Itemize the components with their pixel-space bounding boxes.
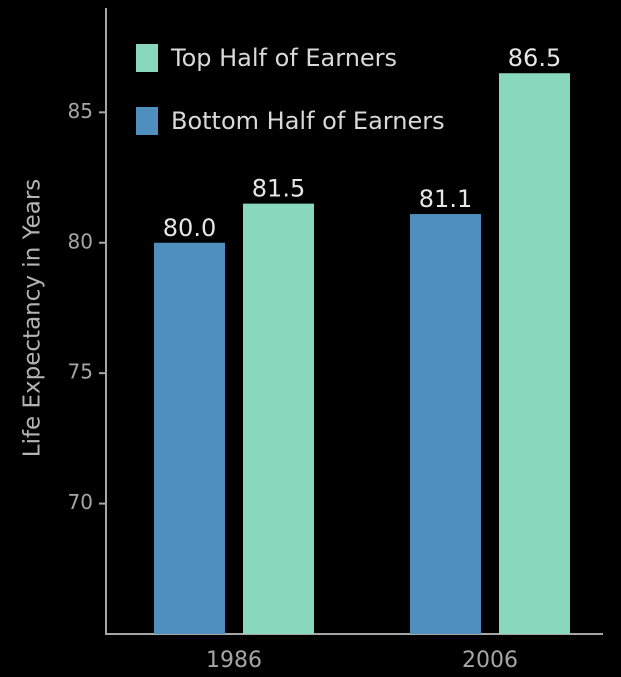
bar-value-label: 81.5 bbox=[252, 175, 305, 203]
legend-swatch bbox=[136, 107, 158, 135]
bar bbox=[499, 73, 570, 635]
bar-value-label: 80.0 bbox=[163, 214, 216, 242]
legend-swatch bbox=[136, 44, 158, 72]
bar bbox=[410, 214, 481, 634]
legend-label: Bottom Half of Earners bbox=[171, 107, 445, 135]
bar bbox=[154, 242, 225, 634]
legend: Top Half of Earners Bottom Half of Earner… bbox=[136, 44, 445, 135]
y-tick-label: 85 bbox=[68, 99, 93, 123]
y-axis-title: Life Expectancy in Years bbox=[20, 179, 46, 458]
bar bbox=[243, 203, 314, 634]
y-tick-label: 70 bbox=[68, 490, 93, 514]
bar-value-label: 86.5 bbox=[508, 44, 561, 72]
x-category-label: 2006 bbox=[462, 648, 518, 673]
y-tick-label: 80 bbox=[68, 229, 93, 253]
y-tick-label: 75 bbox=[68, 360, 93, 384]
x-category-label: 1986 bbox=[206, 648, 262, 673]
plot-area: 70 75 80 85 80.0 81.5 1986 81.1 86.5 2006 bbox=[68, 8, 603, 673]
legend-label: Top Half of Earners bbox=[170, 44, 397, 72]
bar-value-label: 81.1 bbox=[419, 185, 472, 213]
